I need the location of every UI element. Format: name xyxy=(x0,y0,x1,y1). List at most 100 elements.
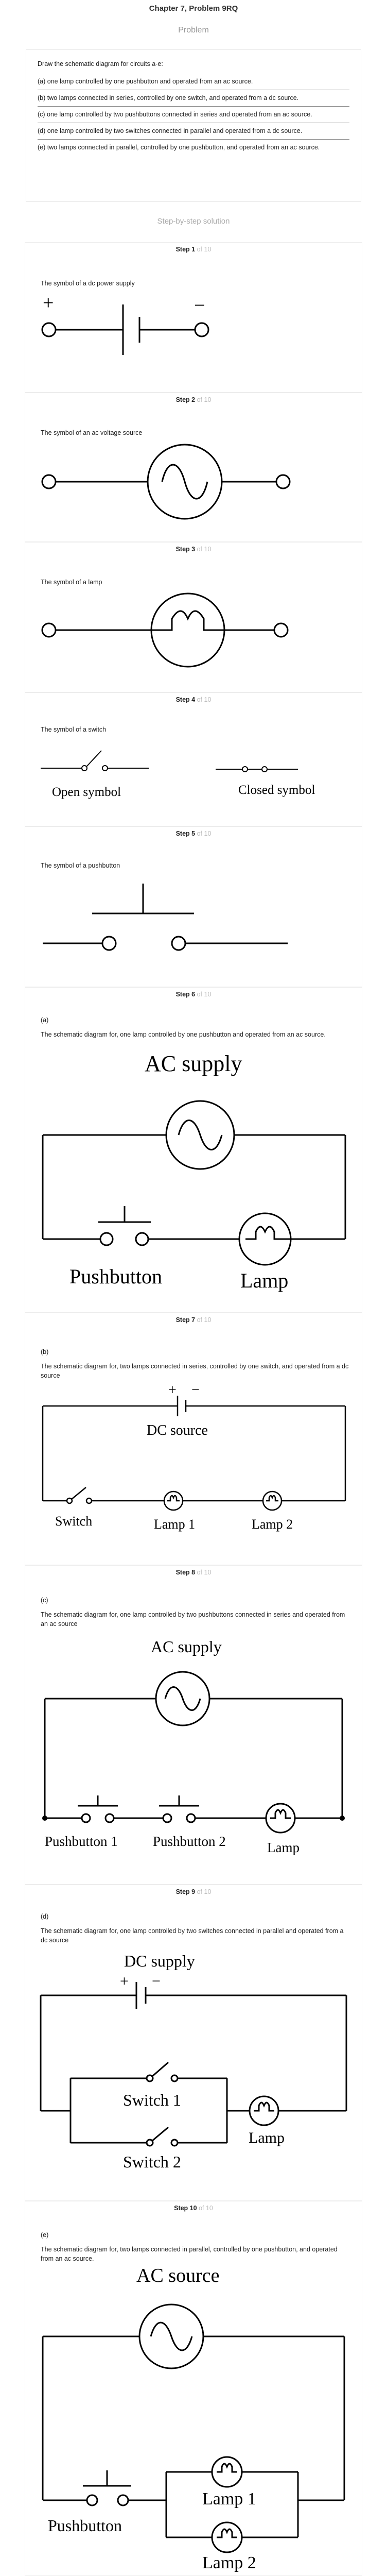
pushbutton-2-label: Pushbutton 2 xyxy=(153,1834,226,1849)
step-part-label: (c) xyxy=(41,1597,48,1604)
step-header: Step 3 of 10 xyxy=(25,546,362,553)
step-description: The schematic diagram for, one lamp cont… xyxy=(41,1927,344,1944)
step-number: Step 2 xyxy=(175,396,196,403)
step-total: of 10 xyxy=(199,2205,213,2212)
step-total: of 10 xyxy=(197,546,212,553)
step-description: The symbol of a pushbutton xyxy=(41,862,120,869)
step-total: of 10 xyxy=(197,696,212,703)
step-part-label: (e) xyxy=(41,2231,49,2239)
step-header: Step 1 of 10 xyxy=(25,246,362,253)
step-card: Step 10 of 10 (e) The schematic diagram … xyxy=(25,2201,362,2576)
ac-supply-label: AC supply xyxy=(145,1051,242,1076)
step-header: Step 4 of 10 xyxy=(25,696,362,703)
dc-supply-label: DC supply xyxy=(124,1952,195,1970)
solution-label: Step-by-step solution xyxy=(157,217,230,226)
step-part-label: (b) xyxy=(41,1348,49,1355)
step-header: Step 9 of 10 xyxy=(25,1888,362,1895)
ac-supply-label: AC supply xyxy=(151,1637,222,1656)
step-total: of 10 xyxy=(197,246,212,253)
chapter-title: Chapter 7, Problem 9RQ xyxy=(149,4,238,13)
minus-sign: − xyxy=(152,1973,161,1990)
step-number: Step 4 xyxy=(175,696,196,703)
problem-part-d: (d) one lamp controlled by two switches … xyxy=(38,123,349,140)
problem-box: Draw the schematic diagram for circuits … xyxy=(26,49,361,202)
pushbutton-label: Pushbutton xyxy=(48,2516,122,2535)
step-header: Step 2 of 10 xyxy=(25,396,362,403)
circuit-c-diagram: AC supply xyxy=(42,1637,345,1855)
ac-source-symbol xyxy=(41,444,291,520)
closed-symbol-label: Closed symbol xyxy=(238,783,315,797)
step-part-label: (d) xyxy=(41,1913,49,1920)
step-card: Step 5 of 10 The symbol of a pushbutton xyxy=(25,826,362,987)
step-card: Step 3 of 10 The symbol of a lamp xyxy=(25,542,362,692)
dc-supply-symbol: + − xyxy=(41,292,209,355)
plus-sign: + xyxy=(43,292,54,314)
switch-label: Switch xyxy=(55,1514,92,1529)
step-total: of 10 xyxy=(197,830,212,837)
problem-part-a: (a) one lamp controlled by one pushbutto… xyxy=(38,74,349,90)
step-header: Step 8 of 10 xyxy=(25,1569,362,1576)
step-card: Step 6 of 10 (a) The schematic diagram f… xyxy=(25,987,362,1313)
lamp-symbol xyxy=(41,592,289,668)
circuit-e-diagram: AC source xyxy=(42,2265,345,2572)
lamp-2-label: Lamp 2 xyxy=(252,1517,293,1532)
switch-2-label: Switch 2 xyxy=(123,2153,181,2171)
lamp-label: Lamp xyxy=(249,2129,285,2146)
step-total: of 10 xyxy=(197,1316,212,1324)
step-number: Step 7 xyxy=(175,1316,196,1324)
step-part-label: (a) xyxy=(41,1016,49,1024)
problem-part-b: (b) two lamps connected in series, contr… xyxy=(38,90,349,107)
lamp-1-label: Lamp 1 xyxy=(154,1517,195,1532)
step-number: Step 1 xyxy=(175,246,196,253)
lamp-label: Lamp xyxy=(240,1269,288,1292)
step-description: The symbol of a lamp xyxy=(41,579,102,586)
step-number: Step 8 xyxy=(175,1569,196,1576)
step-number: Step 6 xyxy=(175,991,196,998)
open-symbol-label: Open symbol xyxy=(52,785,121,799)
pushbutton-label: Pushbutton xyxy=(69,1265,162,1288)
circuit-a-diagram: AC supply Pushbutton Lamp xyxy=(42,1051,346,1292)
problem-intro: Draw the schematic diagram for circuits … xyxy=(38,60,163,67)
step-card: Step 1 of 10 The symbol of a dc power su… xyxy=(25,242,362,393)
step-card: Step 9 of 10 (d) The schematic diagram f… xyxy=(25,1885,362,2201)
switch-1-label: Switch 1 xyxy=(123,2091,181,2109)
switch-symbols: Open symbol Closed symbol xyxy=(41,750,315,799)
problem-part-c: (c) one lamp controlled by two pushbutto… xyxy=(38,107,349,123)
step-header: Step 7 of 10 xyxy=(25,1316,362,1324)
circuit-b-diagram: + − DC source S xyxy=(42,1382,346,1532)
step-number: Step 3 xyxy=(175,546,196,553)
step-description: The symbol of a switch xyxy=(41,726,107,733)
step-card: Step 7 of 10 (b) The schematic diagram f… xyxy=(25,1313,362,1565)
ac-source-label: AC source xyxy=(136,2265,219,2286)
plus-sign: + xyxy=(168,1382,177,1398)
lamp-label: Lamp xyxy=(267,1840,300,1855)
step-description: The schematic diagram for, one lamp cont… xyxy=(41,1031,326,1038)
step-header: Step 6 of 10 xyxy=(25,991,362,998)
plus-sign: + xyxy=(120,1973,129,1990)
step-number: Step 5 xyxy=(175,830,196,837)
step-description: The schematic diagram for, two lamps con… xyxy=(41,1363,349,1379)
pushbutton-symbol xyxy=(43,884,288,951)
lamp-1-label: Lamp 1 xyxy=(202,2489,256,2509)
step-total: of 10 xyxy=(197,396,212,403)
step-description: The symbol of an ac voltage source xyxy=(41,429,143,436)
minus-sign: − xyxy=(191,1382,200,1398)
lamp-2-label: Lamp 2 xyxy=(202,2553,256,2572)
minus-sign: − xyxy=(194,295,205,316)
step-header: Step 10 of 10 xyxy=(25,2205,362,2212)
step-total: of 10 xyxy=(197,991,212,998)
step-description: The schematic diagram for, two lamps con… xyxy=(41,2246,338,2262)
step-card: Step 4 of 10 The symbol of a switch Open… xyxy=(25,692,362,826)
problem-label: Problem xyxy=(178,26,209,35)
step-total: of 10 xyxy=(197,1569,212,1576)
step-number: Step 10 xyxy=(174,2205,197,2212)
step-total: of 10 xyxy=(197,1888,212,1895)
pushbutton-1-label: Pushbutton 1 xyxy=(45,1834,118,1849)
step-card: Step 8 of 10 (c) The schematic diagram f… xyxy=(25,1565,362,1885)
dc-source-label: DC source xyxy=(147,1422,208,1438)
step-description: The symbol of a dc power supply xyxy=(41,280,135,287)
step-header: Step 5 of 10 xyxy=(25,830,362,837)
step-description: The schematic diagram for, one lamp cont… xyxy=(41,1611,345,1628)
step-card: Step 2 of 10 The symbol of an ac voltage… xyxy=(25,393,362,542)
